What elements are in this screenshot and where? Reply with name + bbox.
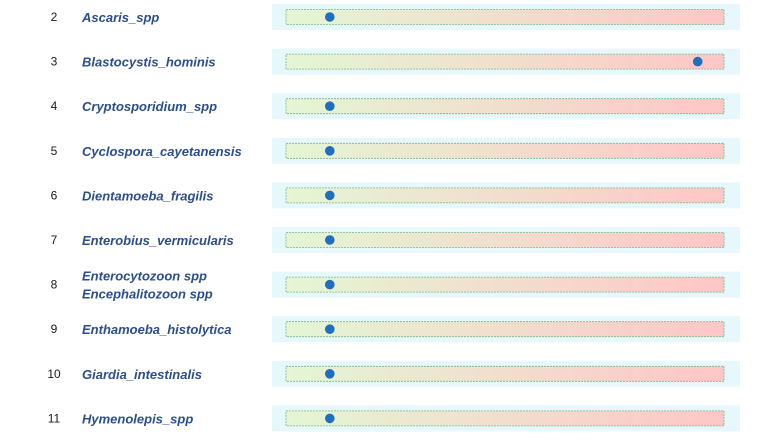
value-marker xyxy=(325,190,335,201)
chart-row: 8 Enterocytozoon spp Encephalitozoon spp xyxy=(51,269,740,302)
chart-row: 7 Enterobius_vermicularis xyxy=(51,227,740,253)
row-number: 9 xyxy=(51,322,58,336)
row-number: 11 xyxy=(48,411,61,425)
chart-row: 9 Enthamoeba_histolytica xyxy=(51,316,740,343)
row-number: 5 xyxy=(51,144,58,158)
row-label: Enterocytozoon spp xyxy=(82,269,207,284)
range-bar xyxy=(285,276,725,293)
value-marker xyxy=(692,56,703,67)
value-marker xyxy=(325,279,335,290)
row-label: Cyclospora_cayetanensis xyxy=(82,144,242,159)
chart-row: 2 Ascaris_spp xyxy=(51,4,740,30)
row-label: Encephalitozoon spp xyxy=(82,287,213,302)
chart-row: 11 Hymenolepis_spp xyxy=(48,405,740,432)
value-marker xyxy=(325,369,335,379)
range-bar xyxy=(285,321,725,338)
value-marker xyxy=(325,12,335,22)
range-bar xyxy=(285,187,725,204)
row-label: Cryptosporidium_spp xyxy=(82,99,217,114)
row-number: 3 xyxy=(51,55,58,69)
row-number: 7 xyxy=(51,233,58,247)
row-label: Enthamoeba_histolytica xyxy=(82,322,232,337)
range-bar xyxy=(285,410,725,427)
row-label: Giardia_intestinalis xyxy=(82,367,202,382)
range-bar xyxy=(285,53,725,70)
chart-row: 4 Cryptosporidium_spp xyxy=(51,93,740,120)
value-marker xyxy=(325,413,335,424)
range-bar xyxy=(285,9,725,25)
value-marker xyxy=(325,101,335,111)
chart-row: 5 Cyclospora_cayetanensis xyxy=(51,137,740,164)
value-marker xyxy=(325,324,335,335)
range-bar xyxy=(285,365,725,382)
chart-row: 3 Blastocystis_hominis xyxy=(51,48,740,75)
range-bar xyxy=(285,232,725,248)
row-number: 4 xyxy=(51,99,58,113)
chart-row: 10 Giardia_intestinalis xyxy=(47,360,740,387)
row-number: 8 xyxy=(51,278,58,292)
chart-row: 6 Dientamoeba_fragilis xyxy=(51,182,740,209)
rows-layer: 2 Ascaris_spp 3 Blastocystis_hominis 4 Crypto… xyxy=(47,4,740,432)
row-label: Ascaris_spp xyxy=(81,10,159,25)
range-bar xyxy=(285,142,725,159)
row-label: Blastocystis_hominis xyxy=(82,55,216,70)
row-label: Dientamoeba_fragilis xyxy=(82,188,214,203)
row-label: Hymenolepis_spp xyxy=(82,411,193,426)
value-marker xyxy=(325,146,335,156)
row-number: 10 xyxy=(47,367,61,381)
value-marker xyxy=(325,235,335,245)
range-bar xyxy=(285,98,725,115)
row-label: Enterobius_vermicularis xyxy=(82,233,234,248)
row-number: 2 xyxy=(51,10,58,24)
row-number: 6 xyxy=(51,188,58,202)
